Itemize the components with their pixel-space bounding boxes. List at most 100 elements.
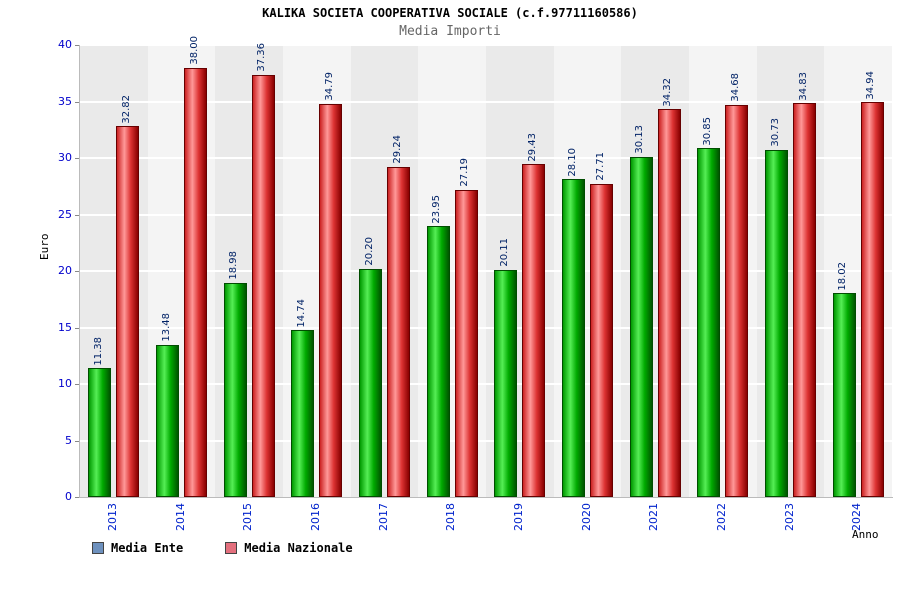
y-tick-mark [75,384,79,385]
x-tick-label: 2020 [579,503,593,531]
bar-value-label: 27.19 [459,158,471,187]
bar-media-ente [156,344,179,497]
bar-media-ente [88,368,112,497]
bar-media-nazionale [387,166,410,497]
bar-media-ente [832,293,856,497]
bar-media-nazionale [522,164,546,497]
plot-area: 11.38 13.48 18.98 14.74 20.20 23.95 20.11 28.10… [80,36,892,497]
bar-value-label: 13.48 [160,313,172,342]
bar-media-ente [359,268,382,497]
legend: Media Ente Media Nazionale [92,541,353,555]
bar-media-nazionale [319,103,343,497]
y-tick-label: 0 [65,490,72,503]
bar-media-nazionale [725,105,749,497]
bar-value-label: 38.00 [188,35,200,65]
bar-media-ente [494,269,518,497]
chart-subtitle: Media Importi [399,24,501,39]
x-axis-label: Anno [852,528,879,541]
y-tick-label: 25 [58,207,72,221]
gridline [80,383,892,385]
legend-label: Media Nazionale [244,541,353,555]
bar-media-nazionale [657,109,681,497]
bar-value-label: 30.73 [769,118,781,147]
bar-value-label: 34.83 [797,71,809,101]
bar-value-label: 37.36 [256,43,268,72]
bar-media-nazionale [860,102,884,497]
y-tick-mark [75,214,79,216]
x-tick-label: 2014 [173,503,187,531]
bar-media-ente [291,330,315,497]
bar-media-ente [629,156,653,497]
bar-media-nazionale [184,67,207,497]
bar-value-label: 23.95 [431,194,443,224]
bar-value-label: 32.82 [120,94,132,124]
legend-item: Media Nazionale [225,541,353,555]
x-tick-label: 2023 [782,503,796,531]
bar-value-label: 27.71 [594,152,606,181]
bar-value-label: 20.20 [363,237,375,266]
chart-title: KALIKA SOCIETA COOPERATIVA SOCIALE (c.f.… [262,6,638,20]
y-tick-mark [75,45,79,46]
bar-value-label: 29.24 [391,134,403,164]
y-axis-line [79,45,80,498]
gridline [80,326,892,329]
x-tick-label: 2016 [308,503,322,531]
legend-item: Media Ente [92,541,183,555]
y-tick-mark [75,497,79,498]
x-axis-line [79,497,893,498]
bar-value-label: 30.85 [701,116,713,146]
bar-media-ente [765,149,788,497]
bar-value-label: 18.98 [228,250,240,280]
bar-media-nazionale [251,74,275,497]
bar-media-ente [697,148,721,497]
gridline [80,100,892,103]
bar-media-ente [562,179,585,497]
y-tick-label: 10 [58,377,72,390]
bar-value-label: 11.38 [92,336,104,366]
y-tick-label: 40 [58,38,72,51]
x-tick-label: 2018 [444,503,458,531]
bar-media-ente [223,282,247,497]
gridline [80,439,892,442]
x-tick-label: 2019 [511,503,525,531]
bar-value-label: 34.32 [662,77,674,107]
gridline [80,213,892,216]
y-tick-mark [75,440,79,442]
bar-value-label: 20.11 [498,238,510,267]
bar-media-ente [426,226,450,497]
bar-media-nazionale [116,126,140,497]
y-tick-label: 30 [58,151,72,164]
y-tick-label: 5 [65,433,72,447]
legend-swatch-icon [92,542,104,554]
bar-media-nazionale [454,189,478,497]
x-tick-label: 2013 [105,503,119,531]
x-tick-label: 2017 [376,503,390,531]
bar-value-label: 29.43 [526,132,538,162]
bar-media-nazionale [793,103,816,497]
y-tick-label: 35 [58,94,72,108]
y-tick-mark [75,101,79,103]
legend-label: Media Ente [111,541,184,555]
y-tick-mark [75,327,79,329]
bar-value-label: 14.74 [295,298,307,328]
y-axis-label: Euro [38,233,51,261]
gridline [80,44,892,46]
x-tick-label: 2024 [850,503,864,531]
bar-value-label: 28.10 [566,147,578,177]
x-tick-label: 2022 [714,503,728,531]
bar-value-label: 34.94 [865,70,877,100]
gridline [80,157,892,159]
y-tick-mark [75,158,79,159]
x-tick-label: 2021 [647,503,661,531]
legend-swatch-icon [225,542,238,554]
bar-value-label: 18.02 [837,261,849,291]
bar-value-label: 30.13 [634,124,646,154]
bar-media-nazionale [590,183,613,497]
gridline [80,270,892,272]
bar-value-label: 34.68 [729,73,741,103]
y-tick-label: 20 [58,264,72,277]
bar-value-label: 34.79 [323,72,335,101]
x-tick-label: 2015 [241,503,255,531]
y-tick-mark [75,271,79,272]
